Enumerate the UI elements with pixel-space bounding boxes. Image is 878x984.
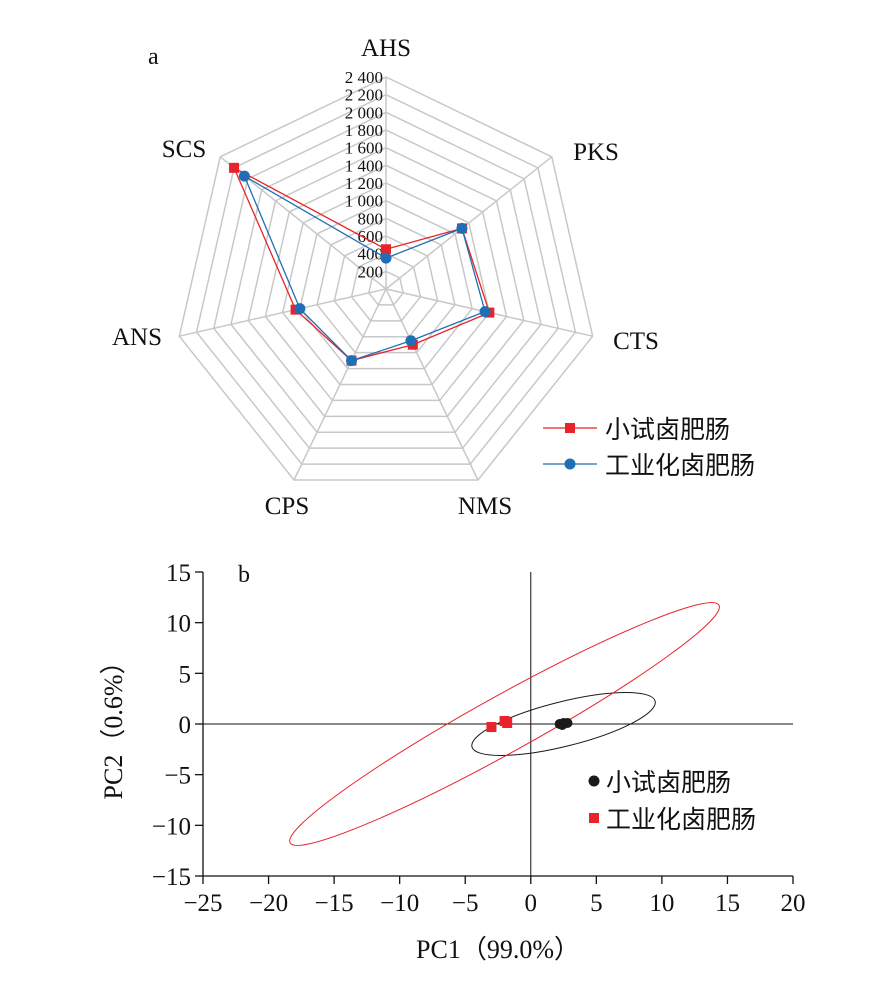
legend-label: 工业化卤肥肠 xyxy=(605,451,755,480)
y-tick-label: −5 xyxy=(164,763,191,790)
radar-tick-label: 1 400 xyxy=(345,156,383,175)
radar-grid-ring xyxy=(367,270,405,306)
x-tick-label: 20 xyxy=(781,890,806,917)
radar-spoke xyxy=(385,156,553,290)
pca-point-square xyxy=(502,717,513,728)
x-tick-label: 5 xyxy=(590,890,603,917)
radar-grid-ring xyxy=(264,164,508,402)
x-tick-label: −20 xyxy=(249,890,288,917)
legend-marker-square xyxy=(589,813,599,823)
radar-grid-ring xyxy=(281,182,491,386)
legend-label: 小试卤肥肠 xyxy=(605,415,730,444)
radar-grid-ring xyxy=(178,76,594,481)
radar-tick-label: 600 xyxy=(358,227,384,246)
radar-axis-label-cps: CPS xyxy=(265,493,309,520)
radar-tick-label: 1 000 xyxy=(345,192,383,211)
radar-axis-label-cts: CTS xyxy=(613,328,659,355)
radar-axis-label-pks: PKS xyxy=(573,139,619,166)
radar-tick-label: 400 xyxy=(358,245,384,264)
radar-axis-label-ans: ANS xyxy=(112,324,162,351)
radar-spoke xyxy=(179,288,387,337)
radar-point-square xyxy=(381,244,391,255)
x-tick-label: 15 xyxy=(715,890,740,917)
x-tick-label: −5 xyxy=(452,890,479,917)
y-axis-title: PC2（0.6%） xyxy=(99,649,128,800)
radar-series-line xyxy=(243,174,486,362)
y-tick-label: 10 xyxy=(166,611,191,638)
radar-point-circle xyxy=(479,306,491,318)
radar-axis-label-scs: SCS xyxy=(162,136,206,163)
radar-point-circle xyxy=(346,355,358,367)
radar-axis-label-nms: NMS xyxy=(458,493,512,520)
radar-point-square xyxy=(229,162,240,173)
legend-label: 工业化卤肥肠 xyxy=(606,805,756,834)
radar-point-circle xyxy=(294,303,306,315)
radar-tick-label: 2 400 xyxy=(345,68,383,87)
radar-axis-label-ahs: AHS xyxy=(361,35,411,62)
pca-point-square xyxy=(486,722,497,733)
x-tick-label: −15 xyxy=(315,890,354,917)
y-tick-label: 15 xyxy=(166,560,191,587)
radar-grid-ring xyxy=(316,217,456,354)
legend-marker-circle xyxy=(564,458,576,470)
panel-label-a: a xyxy=(148,44,159,70)
x-tick-label: −25 xyxy=(183,890,222,917)
radar-grid-ring xyxy=(247,146,525,418)
radar-tick-label: 1 600 xyxy=(345,139,383,158)
confidence-ellipse xyxy=(471,692,656,756)
radar-grid-ring xyxy=(299,199,473,370)
radar-spoke xyxy=(385,288,479,481)
y-tick-label: 0 xyxy=(179,712,192,739)
radar-grid-ring xyxy=(212,111,560,449)
radar-tick-label: 1 200 xyxy=(345,174,383,193)
pca-point-circle xyxy=(557,720,568,731)
radar-grid-ring xyxy=(195,93,577,465)
panel-label-b: b xyxy=(238,562,250,588)
confidence-ellipse xyxy=(289,602,720,846)
radar-tick-label: 2 200 xyxy=(345,86,383,105)
y-tick-label: −10 xyxy=(152,813,191,840)
radar-spoke xyxy=(293,288,387,481)
legend-marker-circle xyxy=(588,775,600,787)
radar-tick-label: 1 800 xyxy=(345,121,383,140)
radar-tick-label: 800 xyxy=(358,209,384,228)
x-axis-title: PC1（99.0%） xyxy=(416,935,580,964)
legend-label: 小试卤肥肠 xyxy=(606,768,731,797)
pca-scatter-chart: b −25 −20 −15 −10 −5 0 5 10 15 20 15 10 5 0 −5 −10 −15 P… xyxy=(99,560,806,964)
y-tick-label: −15 xyxy=(152,864,191,891)
radar-grid-ring xyxy=(333,235,439,338)
x-tick-label: −10 xyxy=(380,890,419,917)
radar-grid-ring xyxy=(230,129,542,434)
x-tick-label: 10 xyxy=(649,890,674,917)
legend-marker-square xyxy=(565,423,575,433)
radar-point-circle xyxy=(238,170,250,182)
radar-point-circle xyxy=(405,335,417,347)
y-tick-label: 5 xyxy=(179,661,192,688)
radar-point-circle xyxy=(456,222,468,234)
radar-grid-ring xyxy=(350,252,422,322)
x-tick-label: 0 xyxy=(525,890,538,917)
radar-tick-label: 200 xyxy=(358,262,384,281)
radar-point-circle xyxy=(380,252,392,264)
radar-tick-label: 2 000 xyxy=(345,103,383,122)
